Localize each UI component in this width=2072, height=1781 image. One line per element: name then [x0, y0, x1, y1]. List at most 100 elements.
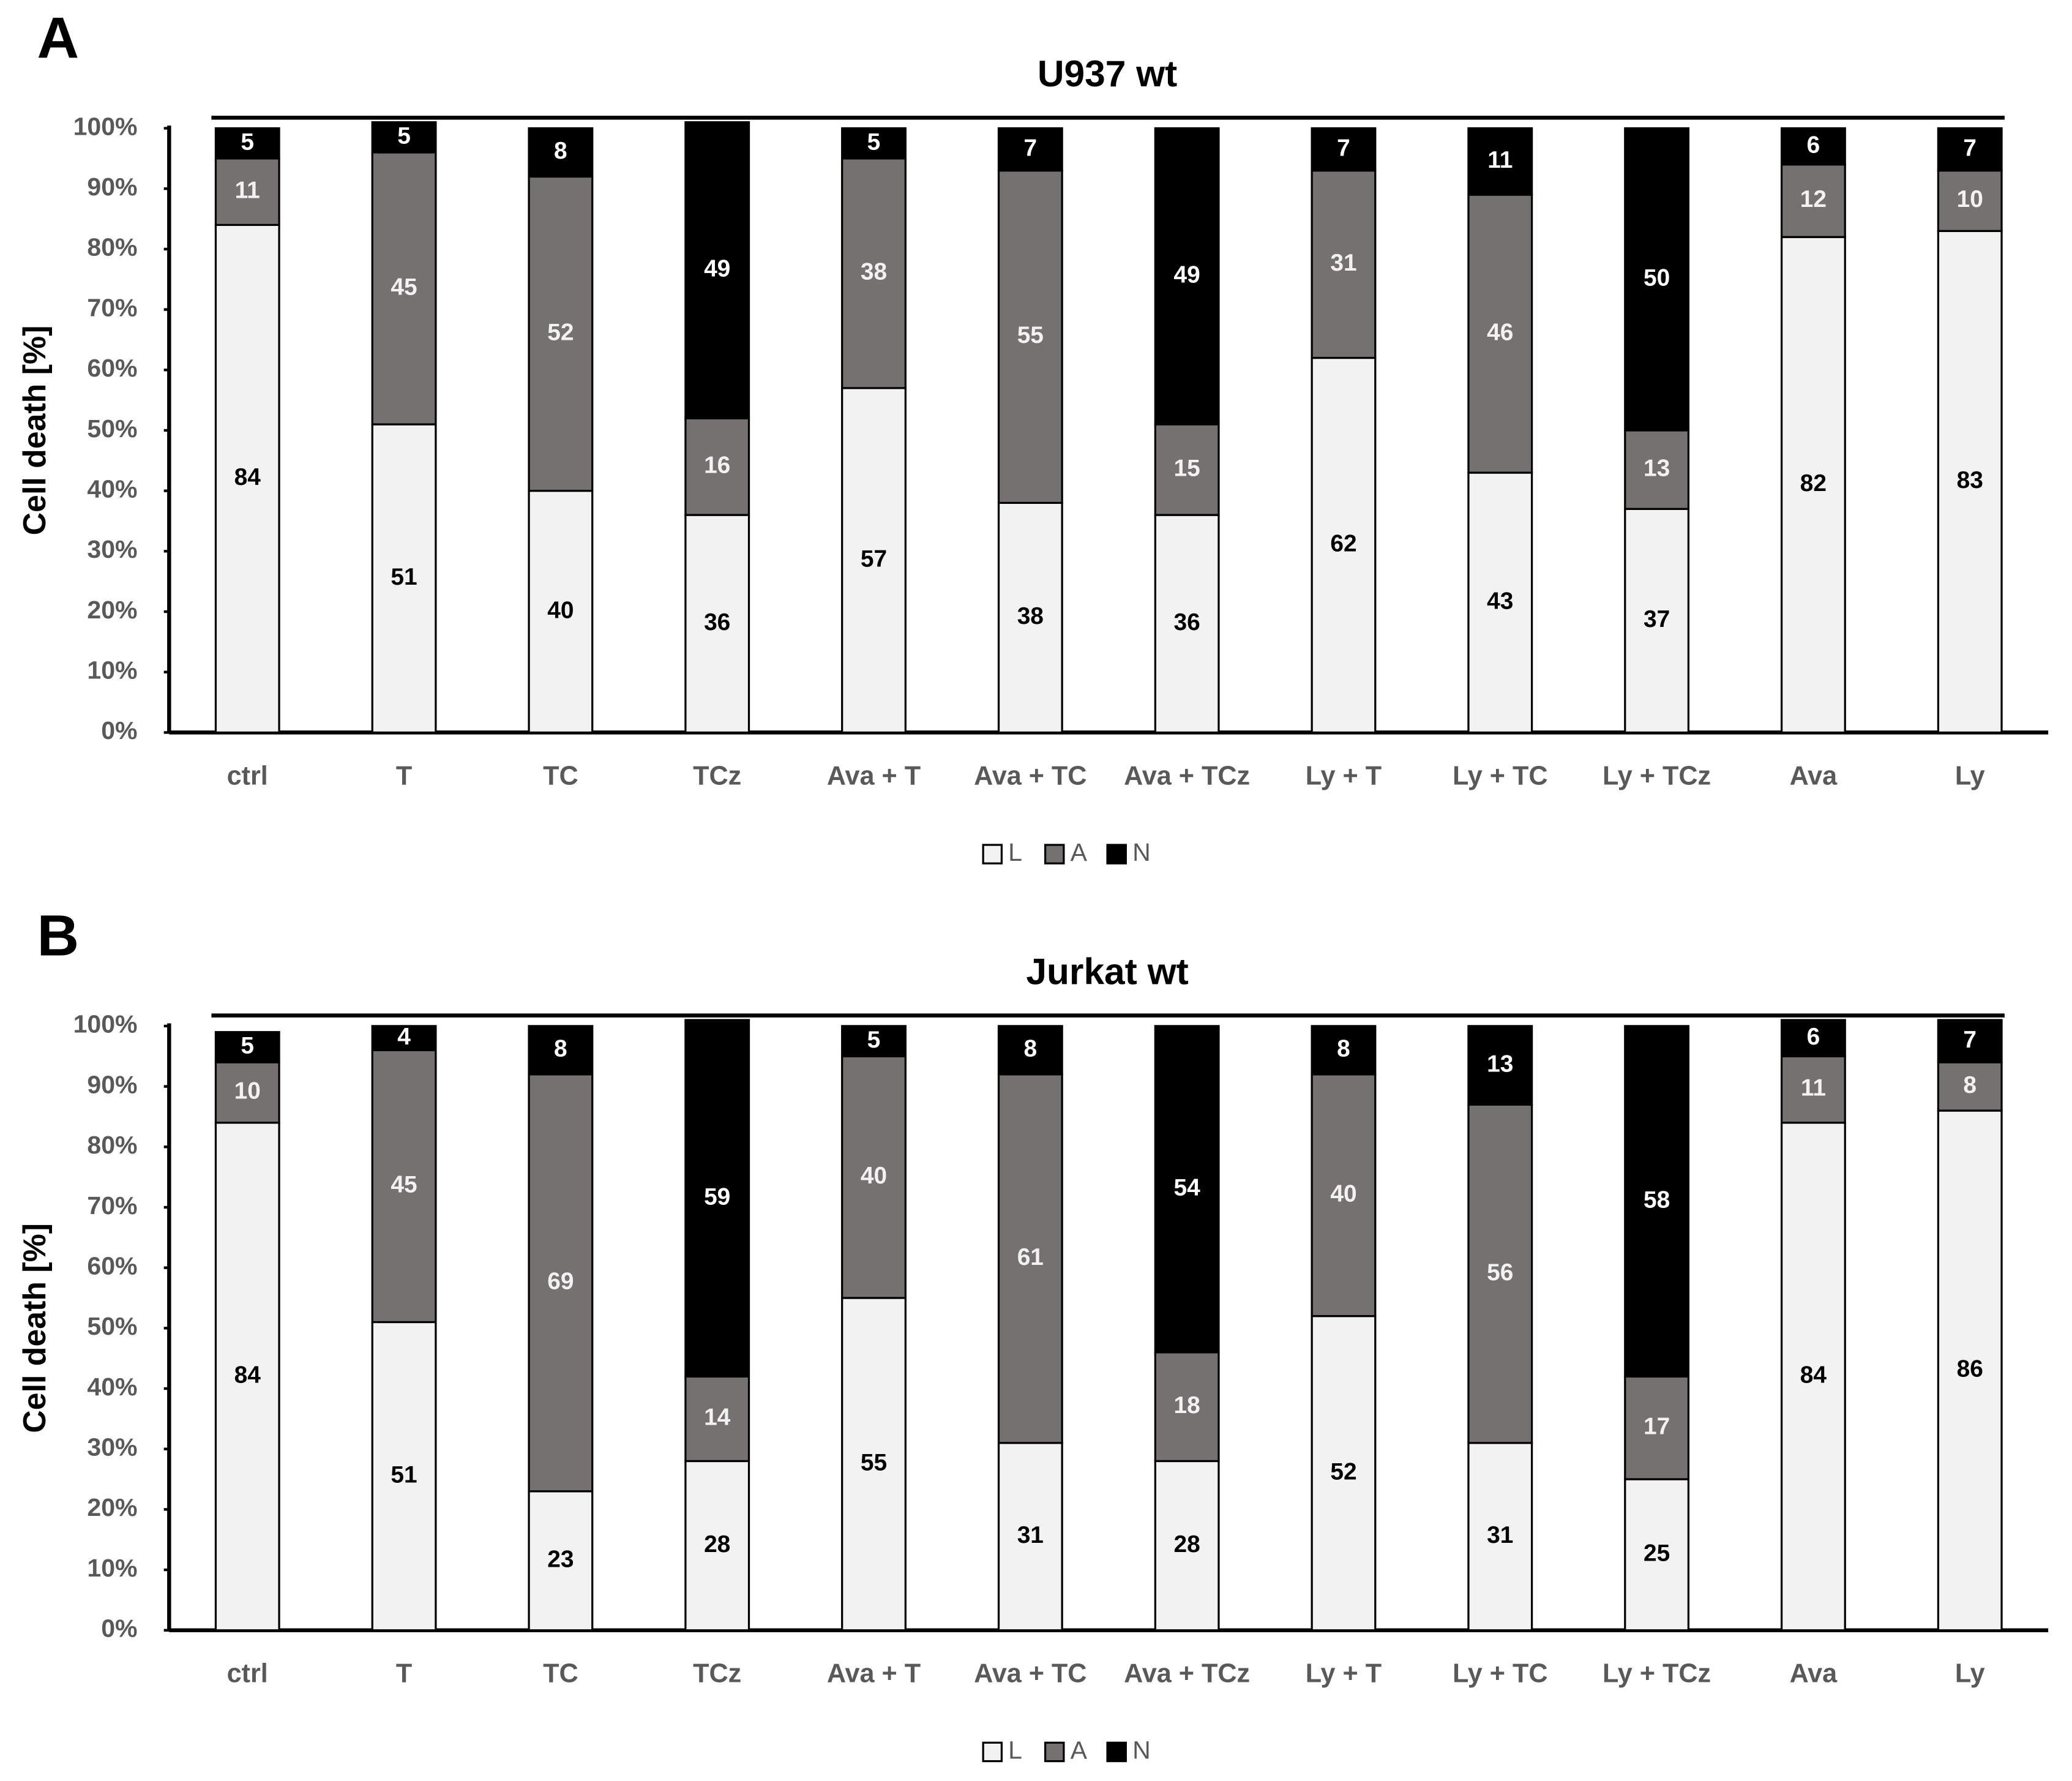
bar-segment — [371, 1321, 437, 1632]
x-tick-label: TC — [543, 761, 578, 790]
data-label: 38 — [1017, 603, 1044, 629]
panel-letter: B — [37, 904, 79, 969]
x-tick-label: Ly + T — [1306, 1659, 1382, 1689]
data-label: 45 — [391, 274, 417, 300]
data-label: 8 — [1024, 1036, 1038, 1062]
bar-segment — [1467, 193, 1533, 474]
x-tick-label: Ly + TCz — [1603, 761, 1711, 790]
data-label: 55 — [1017, 322, 1044, 348]
data-label: 10 — [234, 1078, 261, 1104]
bar-segment — [997, 1442, 1063, 1632]
bar-segment — [841, 127, 907, 160]
bar-segment — [1937, 1109, 2003, 1632]
data-label: 18 — [1174, 1392, 1200, 1419]
data-label: 84 — [234, 1362, 261, 1389]
bar-segment — [841, 1297, 907, 1632]
bar-segment — [684, 121, 750, 419]
bar-segment — [1311, 1073, 1377, 1318]
bar-segment — [841, 387, 907, 734]
data-label: 49 — [1174, 262, 1200, 288]
x-tick-label: Ava + TCz — [1124, 761, 1250, 790]
y-tick-label: 70% — [87, 1191, 137, 1220]
bar-segment — [528, 1073, 594, 1493]
bar-segment — [1624, 1025, 1690, 1378]
data-label: 5 — [867, 1027, 881, 1053]
data-label: 40 — [861, 1163, 887, 1189]
bar-segment — [1467, 1442, 1533, 1632]
y-tick-label: 100% — [73, 112, 138, 140]
data-label: 7 — [1024, 135, 1038, 161]
data-label: 5 — [397, 123, 411, 149]
x-tick-label: Ava + TC — [974, 1659, 1086, 1689]
bar-segment — [684, 1375, 750, 1463]
data-label: 16 — [704, 452, 730, 478]
data-label: 15 — [1174, 455, 1200, 481]
y-tick-label: 20% — [87, 1493, 137, 1521]
bar-segment — [528, 175, 594, 492]
data-label: 31 — [1330, 250, 1356, 276]
bar-segment — [214, 1031, 280, 1063]
legend-swatch — [982, 844, 1003, 864]
y-tick-label: 80% — [87, 233, 137, 261]
bar-segment — [1937, 1061, 2003, 1112]
y-tick-label: 40% — [87, 1373, 137, 1401]
bar-segment — [1780, 1019, 1846, 1057]
bar-segment — [684, 1460, 750, 1632]
data-label: 36 — [704, 609, 730, 636]
y-axis-label: Cell death [%] — [17, 1223, 52, 1433]
bar-segment — [214, 223, 280, 734]
x-tick-label: Ava + T — [827, 761, 921, 790]
bar-segment — [528, 1025, 594, 1076]
x-tick-label: TCz — [693, 761, 741, 790]
legend-swatch — [1044, 1741, 1065, 1763]
bar-segment — [997, 1073, 1063, 1444]
data-label: 13 — [1487, 1051, 1513, 1077]
data-label: 23 — [547, 1547, 574, 1573]
bar-segment — [1467, 127, 1533, 196]
chart-title: Jurkat wt — [1026, 951, 1188, 992]
data-label: 86 — [1957, 1356, 1983, 1382]
bar-segment — [214, 1061, 280, 1124]
data-label: 43 — [1487, 588, 1513, 614]
chart-title: U937 wt — [1038, 53, 1177, 94]
legend-swatch — [1106, 844, 1127, 864]
data-label: 8 — [1963, 1072, 1977, 1098]
x-tick-label: ctrl — [227, 1659, 268, 1689]
bar-segment — [1937, 1019, 2003, 1063]
bar-segment — [371, 151, 437, 426]
data-label: 61 — [1017, 1244, 1044, 1270]
bar-segment — [1780, 163, 1846, 238]
panel-letter: A — [37, 6, 79, 70]
data-label: 11 — [1487, 147, 1513, 173]
bar-segment — [684, 1019, 750, 1378]
data-label: 52 — [1330, 1458, 1356, 1485]
bar-segment — [1780, 127, 1846, 166]
y-tick-label: 60% — [87, 354, 137, 382]
bar-segment — [214, 157, 280, 227]
bar-segment — [1154, 1351, 1220, 1463]
bar-segment — [214, 127, 280, 160]
data-label: 50 — [1644, 264, 1670, 291]
data-label: 69 — [547, 1269, 574, 1295]
y-tick-label: 20% — [87, 596, 137, 624]
bar-segment — [371, 121, 437, 154]
bar-segment — [684, 514, 750, 734]
data-label: 31 — [1017, 1522, 1044, 1548]
legend-label: L — [1008, 1736, 1022, 1764]
data-label: 7 — [1337, 135, 1350, 161]
y-tick-label: 0% — [101, 1614, 137, 1643]
data-label: 6 — [1807, 1024, 1820, 1050]
x-tick-label: Ly + T — [1306, 761, 1382, 790]
data-label: 13 — [1644, 455, 1670, 481]
data-label: 58 — [1644, 1187, 1670, 1213]
data-label: 5 — [867, 129, 881, 155]
data-label: 52 — [547, 319, 574, 345]
bar-segment — [1154, 1025, 1220, 1354]
y-tick-label: 40% — [87, 474, 137, 503]
data-label: 83 — [1957, 467, 1983, 493]
data-label: 14 — [704, 1404, 731, 1431]
bar-segment — [1311, 1025, 1377, 1076]
bar-segment — [1154, 423, 1220, 516]
data-label: 40 — [547, 597, 574, 623]
